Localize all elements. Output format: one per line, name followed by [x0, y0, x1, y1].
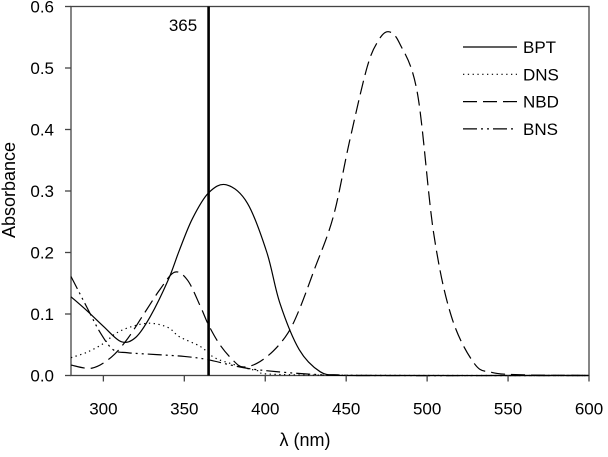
legend-label-bpt: BPT	[523, 38, 556, 57]
y-tick-label: 0.1	[30, 305, 54, 324]
series-dns-line	[70, 322, 590, 377]
x-axis-label: λ (nm)	[280, 430, 331, 450]
legend-label-dns: DNS	[523, 65, 559, 84]
y-tick-label: 0.6	[30, 0, 54, 17]
x-tick-label: 350	[170, 400, 198, 419]
y-tick-label: 0.4	[30, 121, 54, 140]
y-tick-label: 0.0	[30, 367, 54, 386]
x-tick-label: 450	[332, 400, 360, 419]
x-tick-label: 400	[251, 400, 279, 419]
curves	[70, 6, 590, 377]
x-tick-label: 600	[575, 400, 603, 419]
axes: 300 350 400 450 500 550 600 0.0 0.1 0.2 0.3 0.4 0.5 0…	[30, 0, 603, 419]
legend-label-bns: BNS	[523, 120, 558, 139]
x-tick-label: 550	[494, 400, 522, 419]
x-tick-label: 500	[413, 400, 441, 419]
legend-label-nbd: NBD	[523, 93, 559, 112]
y-tick-label: 0.5	[30, 59, 54, 78]
x-tick-label: 300	[89, 400, 117, 419]
series-bns-line	[70, 276, 590, 377]
y-tick-label: 0.2	[30, 244, 54, 263]
y-axis-label: Absorbance	[0, 142, 19, 238]
legend: BPT DNS NBD BNS	[463, 38, 559, 139]
series-bpt-line	[70, 183, 590, 377]
series-nbd-line	[70, 31, 590, 377]
y-tick-label: 0.3	[30, 182, 54, 201]
annotation-365-label: 365	[169, 16, 197, 35]
